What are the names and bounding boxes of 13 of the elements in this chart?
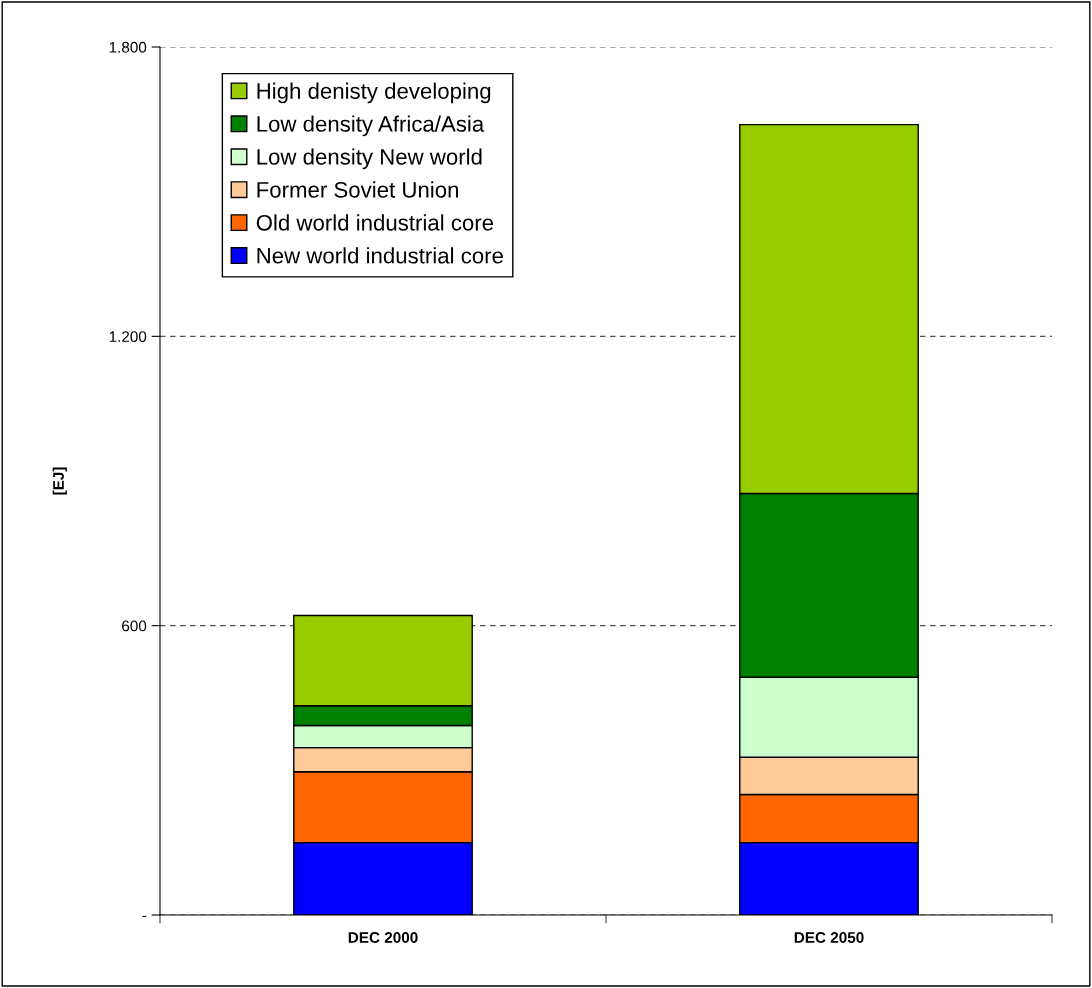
legend-label: Low density New world	[257, 148, 482, 170]
y-axis-title: [EJ]	[52, 467, 67, 495]
x-tick-label: DEC 2050	[794, 932, 864, 943]
y-tick-label: -	[142, 915, 147, 918]
legend-label: Low density Africa/Asia	[257, 115, 485, 137]
y-tick-label: 1.800	[109, 41, 147, 53]
x-tick-label: DEC 2000	[348, 932, 418, 943]
y-tick-label: 1.200	[109, 331, 147, 343]
legend-label: Old world industrial core	[256, 214, 494, 231]
legend-label: New world industrial core	[257, 247, 503, 264]
legend-label: Former Soviet Union	[257, 181, 459, 198]
legend-label: High denisty developing	[257, 82, 491, 104]
y-tick-label: 600	[122, 620, 147, 632]
